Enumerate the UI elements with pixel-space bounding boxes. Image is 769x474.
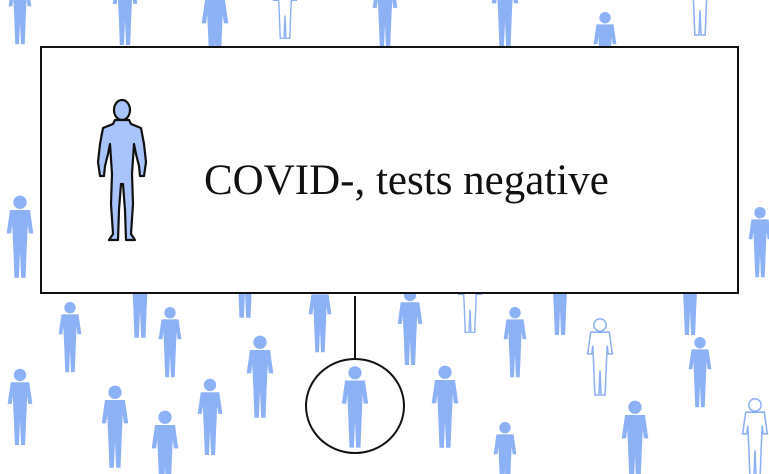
crowd-person-icon bbox=[246, 335, 274, 418]
crowd-person-icon bbox=[741, 398, 769, 474]
crowd-person-icon bbox=[688, 337, 712, 408]
crowd-person-icon bbox=[503, 307, 527, 378]
crowd-person-icon bbox=[491, 0, 519, 48]
focus-circle bbox=[305, 358, 405, 454]
crowd-person-icon bbox=[586, 318, 614, 396]
label-box: COVID-, tests negative bbox=[40, 46, 739, 294]
crowd-person-icon bbox=[197, 378, 223, 456]
highlighted-person-icon bbox=[341, 366, 369, 448]
crowd-person-icon bbox=[158, 307, 182, 378]
crowd-person-icon bbox=[748, 207, 769, 278]
crowd-person-icon bbox=[686, 0, 714, 36]
crowd-person-icon bbox=[397, 288, 423, 366]
crowd-person-icon bbox=[8, 0, 32, 45]
status-label: COVID-, tests negative bbox=[204, 157, 609, 204]
crowd-person-icon bbox=[112, 0, 138, 46]
crowd-person-icon bbox=[151, 410, 179, 474]
person-silhouette-icon bbox=[96, 98, 148, 242]
crowd-person-icon bbox=[431, 365, 459, 448]
crowd-person-icon bbox=[7, 368, 33, 446]
crowd-person-icon bbox=[58, 302, 82, 373]
crowd-person-icon bbox=[493, 422, 517, 474]
crowd-person-icon bbox=[272, 0, 298, 40]
crowd-person-icon bbox=[101, 385, 129, 468]
crowd-person-icon bbox=[6, 195, 34, 278]
crowd-person-icon bbox=[372, 0, 398, 50]
crowd-person-icon bbox=[621, 400, 649, 474]
connector-line bbox=[354, 296, 356, 358]
